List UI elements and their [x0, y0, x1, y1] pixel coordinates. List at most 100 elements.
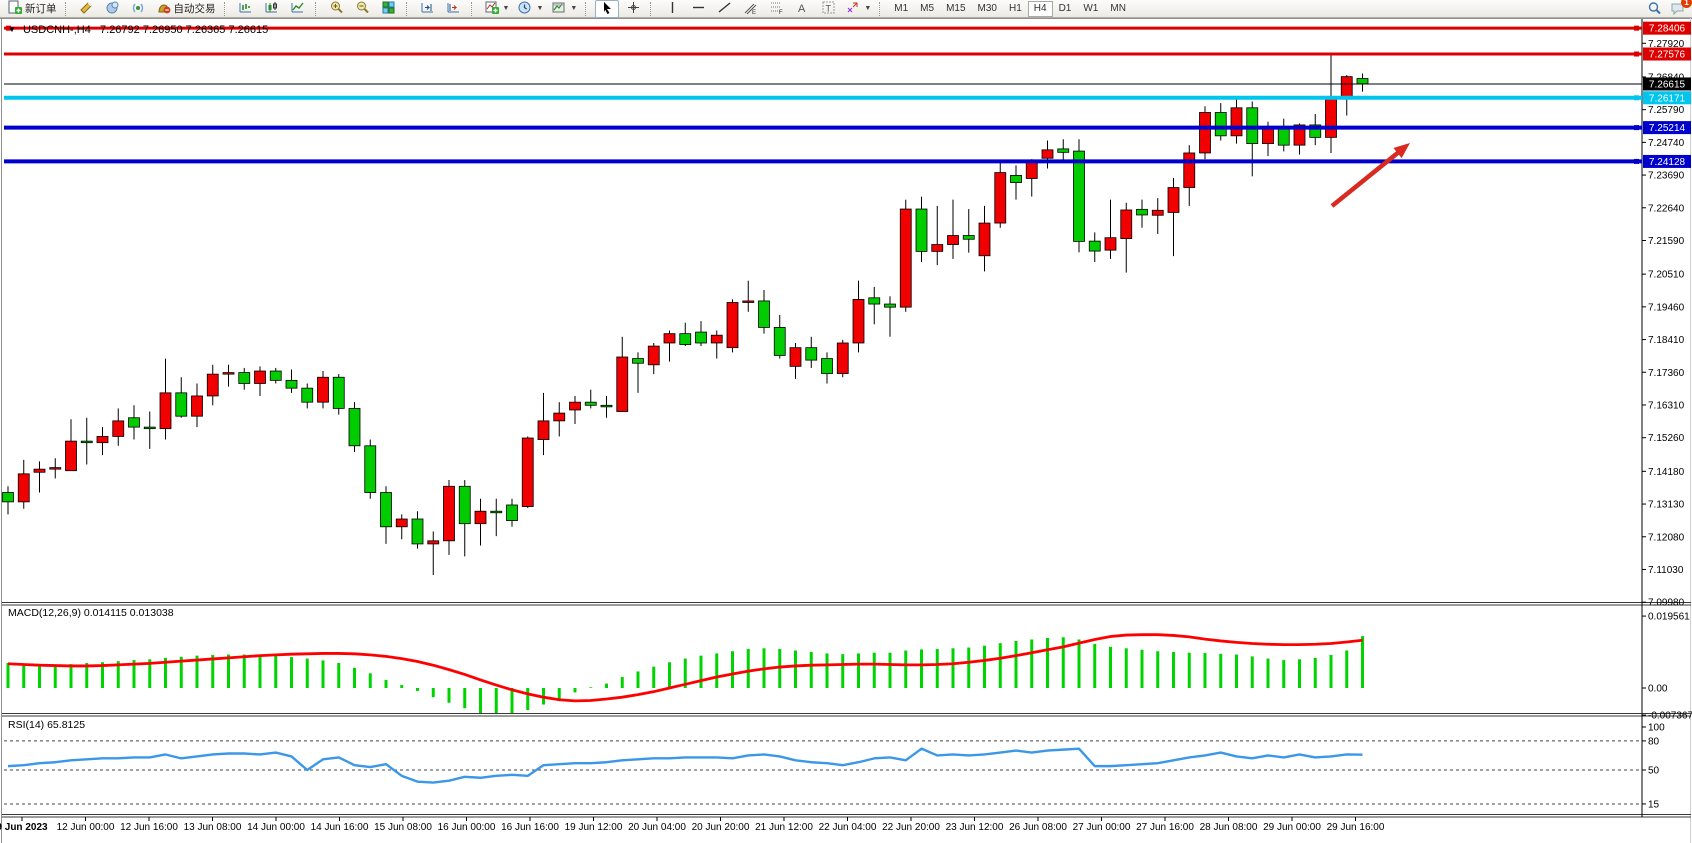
candle-body	[962, 235, 975, 240]
zoom-out-button[interactable]	[351, 0, 375, 18]
toolbar-separator	[314, 1, 321, 16]
tf-h1-button[interactable]: H1	[1008, 2, 1022, 14]
periods-button[interactable]: ▼	[514, 0, 546, 18]
text-label-icon: T	[821, 0, 836, 18]
chat-button[interactable]: 1	[1670, 0, 1692, 21]
autotrade-button[interactable]: 自动交易	[153, 0, 219, 18]
main-toolbar: 新订单 自动交易 ▼ ▼ ▼ E F A T ▼ M1 M5 M15 M30 H…	[0, 0, 1692, 18]
candle-body	[632, 358, 644, 364]
vertical-line-button[interactable]	[660, 0, 684, 18]
time-axis-label: 29 Jun 16:00	[1327, 822, 1385, 833]
styler-button[interactable]	[75, 0, 99, 18]
autotrade-icon	[156, 0, 171, 18]
tf-mn-button[interactable]: MN	[1110, 2, 1126, 14]
candlestick-chart-button[interactable]	[260, 0, 284, 18]
new-order-label: 新订单	[25, 3, 57, 15]
line-handle[interactable]	[1634, 158, 1639, 164]
one-click-trading-icon[interactable]: ▼	[8, 25, 16, 34]
tf-m5-button[interactable]: M5	[920, 2, 935, 14]
time-axis-label: 20 Jun 20:00	[692, 822, 750, 833]
price-tick-label: 7.17360	[1648, 368, 1685, 379]
chart-background[interactable]	[0, 18, 1692, 843]
templates-icon	[551, 0, 566, 18]
price-badge[interactable]	[1643, 77, 1691, 91]
rsi-line	[7, 747, 1363, 784]
tf-w1-button[interactable]: W1	[1083, 2, 1099, 14]
text-label-button[interactable]: T	[816, 0, 840, 18]
templates-button[interactable]: ▼	[548, 0, 580, 18]
search-button[interactable]	[1647, 1, 1662, 21]
tile-windows-button[interactable]	[377, 0, 401, 18]
time-axis-label: 16 Jun 16:00	[501, 822, 559, 833]
new-order-icon	[7, 0, 22, 18]
auto-scroll-button[interactable]	[416, 0, 440, 18]
tf-m30-button[interactable]: M30	[977, 2, 997, 14]
candle-body	[994, 172, 1007, 224]
crosshair-button[interactable]	[621, 0, 645, 18]
shift-chart-button[interactable]	[442, 0, 466, 18]
price-badge-label: 7.26171	[1649, 93, 1686, 104]
candle-body	[490, 510, 503, 514]
indicators-button[interactable]: ▼	[481, 0, 513, 18]
new-order-button[interactable]: 新订单	[4, 0, 60, 18]
candle-body	[269, 370, 282, 381]
chevron-down-icon: ▼	[502, 5, 510, 12]
candle-body	[65, 440, 77, 472]
signals-button[interactable]	[127, 0, 151, 18]
tf-h4-button[interactable]: H4	[1027, 0, 1053, 17]
price-tick-label: 7.15260	[1648, 433, 1685, 444]
tf-m15-button[interactable]: M15	[946, 2, 966, 14]
text-icon: A	[795, 0, 810, 18]
notification-badge: 1	[1681, 0, 1692, 8]
time-axis-label: 19 Jun 12:00	[565, 822, 623, 833]
macd-tick-label: 0.00	[1648, 684, 1668, 695]
cursor-button[interactable]	[595, 0, 620, 18]
trend-arrow-annotation[interactable]	[1330, 148, 1403, 208]
candle-body	[128, 417, 140, 428]
price-tick-label: 7.20510	[1648, 270, 1685, 281]
autotrade-label: 自动交易	[173, 3, 216, 15]
community-button[interactable]	[101, 0, 125, 18]
price-badge[interactable]	[1643, 121, 1691, 135]
time-axis-label: 15 Jun 08:00	[374, 822, 432, 833]
toolbar-separator	[470, 1, 477, 16]
candle-body	[17, 473, 30, 503]
candle-body	[915, 208, 928, 252]
price-badge[interactable]	[1643, 47, 1691, 61]
line-chart-button[interactable]	[286, 0, 310, 18]
candle-body	[1057, 148, 1070, 153]
line-handle[interactable]	[6, 25, 11, 31]
line-handle[interactable]	[1634, 51, 1639, 57]
toolbar-separator	[879, 1, 885, 16]
arrows-button[interactable]: ▼	[842, 0, 874, 18]
zoom-in-button[interactable]	[325, 0, 349, 18]
candle-body	[569, 401, 581, 411]
equidistant-channel-button[interactable]: E	[738, 0, 762, 18]
candle-body	[506, 504, 518, 521]
bar-chart-button[interactable]	[234, 0, 258, 18]
horizontal-line-button[interactable]	[686, 0, 710, 18]
toolbar-separator	[64, 1, 71, 16]
equidistant-channel-icon: E	[743, 0, 758, 18]
candle-body	[206, 373, 219, 397]
line-handle[interactable]	[1634, 125, 1639, 131]
macd-tick-label: 0.019561	[1648, 612, 1690, 623]
text-button[interactable]: A	[790, 0, 814, 18]
trend-arrow-head[interactable]	[1393, 143, 1410, 159]
price-badge[interactable]	[1643, 154, 1691, 168]
candle-body	[1356, 78, 1369, 85]
price-badge[interactable]	[1643, 91, 1691, 105]
svg-text:E: E	[752, 10, 756, 15]
line-handle[interactable]	[1634, 95, 1639, 101]
svg-text:F: F	[779, 10, 783, 15]
time-axis-label: 22 Jun 20:00	[882, 822, 940, 833]
fibonacci-button[interactable]: F	[764, 0, 788, 18]
tf-d1-button[interactable]: D1	[1058, 2, 1072, 14]
line-handle[interactable]	[1634, 25, 1639, 31]
tf-m1-button[interactable]: M1	[894, 2, 909, 14]
candle-body	[1104, 237, 1117, 251]
price-badge[interactable]	[1643, 21, 1691, 35]
candle-body	[317, 376, 329, 403]
trendline-button[interactable]	[712, 0, 736, 18]
